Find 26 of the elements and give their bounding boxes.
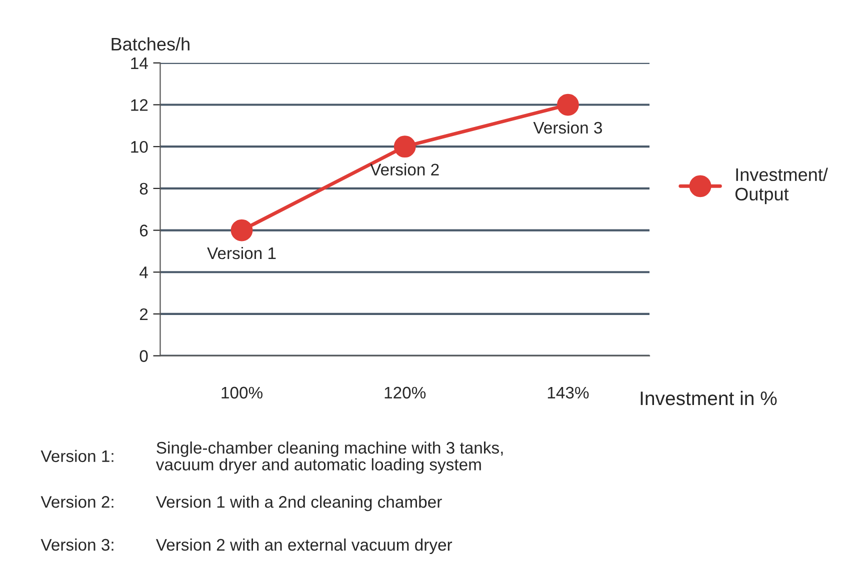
text: Version 1 with a 2nd cleaning chamber [156,496,442,512]
point [230,219,253,242]
text: Version 3: [40,538,114,551]
y-tick-label: 8 [140,182,148,195]
y-tick-label: 12 [131,99,148,111]
annotation: Version 2 [370,163,439,176]
text: Version 2 with an external vacuum dryer [156,538,452,554]
y-axis-title: Batches/h [112,37,190,51]
annotation: Version 1 [207,246,276,260]
y-tick-label: 14 [131,57,148,69]
x-axis-title: Investment in % [640,390,777,406]
point [394,136,416,158]
y-tick-label: 0 [140,350,148,362]
annotation: Version 3 [533,121,602,134]
point [557,94,579,116]
y-tick-label: 6 [140,224,148,236]
x-tick-label: 143% [548,386,589,399]
x-tick-label: 100% [222,386,262,399]
legend-label: Investment/ Output [735,168,828,204]
text: Version 2: [40,496,114,508]
y-tick-label: 10 [131,140,148,153]
text: Version 1: [40,450,114,462]
y-tick-label: 4 [140,266,148,278]
x-tick-label: 120% [384,386,426,399]
text: Single-chamber cleaning machine with 3 tanks, vacuum dryer and automatic loading system [156,441,503,474]
y-tick-label: 2 [140,308,148,320]
